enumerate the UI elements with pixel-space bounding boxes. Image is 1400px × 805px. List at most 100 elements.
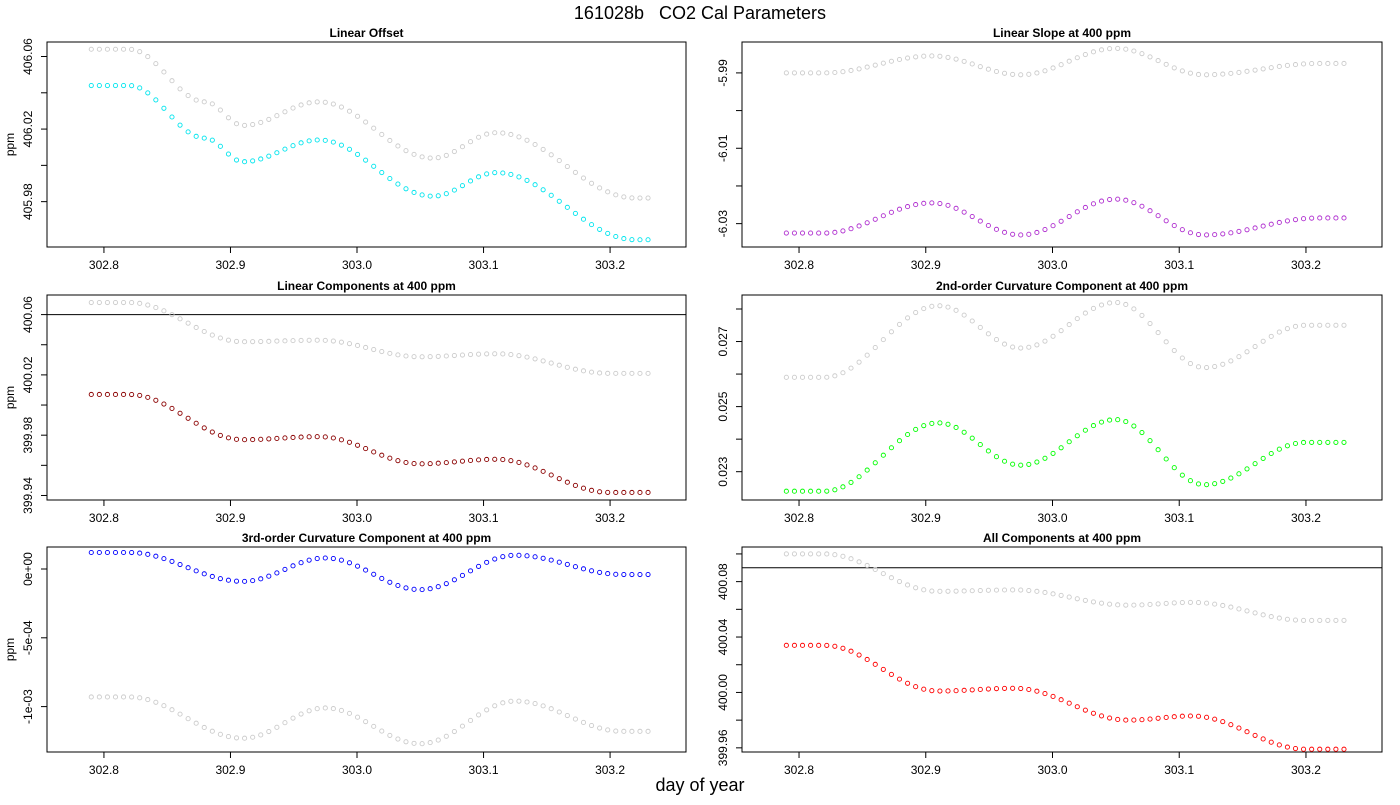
y-tick-label: 0.027 — [716, 326, 730, 356]
data-point — [201, 328, 207, 335]
data-point — [613, 370, 619, 376]
data-point — [395, 458, 401, 464]
y-tick-label: 399.96 — [716, 729, 730, 766]
data-point — [209, 137, 215, 143]
data-point — [1139, 51, 1145, 57]
data-point — [419, 154, 425, 160]
data-point — [637, 489, 643, 496]
data-point — [1026, 461, 1032, 467]
data-point — [121, 82, 127, 89]
data-point — [613, 489, 619, 496]
data-point — [929, 200, 935, 206]
x-tick-label: 303.2 — [1291, 763, 1321, 777]
data-point — [104, 549, 110, 556]
data-point — [1284, 616, 1290, 622]
data-point — [387, 137, 393, 144]
data-point — [985, 331, 991, 337]
data-point — [1066, 594, 1072, 600]
data-point — [840, 228, 846, 234]
plot-frame — [741, 41, 1383, 248]
data-point — [572, 366, 578, 372]
data-point — [597, 569, 603, 575]
data-point — [872, 345, 878, 351]
data-point — [403, 186, 409, 192]
data-point — [1195, 713, 1202, 719]
y-tick-label: -5.99 — [716, 59, 730, 87]
data-point — [104, 46, 110, 52]
data-point — [832, 373, 838, 379]
data-point — [572, 482, 578, 488]
data-point — [816, 642, 822, 648]
data-point — [1074, 55, 1080, 61]
y-tick-label: 0e+00 — [21, 552, 35, 586]
data-point — [282, 720, 288, 726]
data-point — [1058, 62, 1064, 68]
x-tick-label: 303.1 — [469, 258, 499, 272]
y-tick-label: 400.04 — [716, 618, 730, 655]
data-point — [330, 706, 336, 712]
data-point — [1325, 439, 1331, 445]
data-point — [929, 588, 935, 594]
data-point — [1139, 717, 1145, 723]
data-point — [1212, 363, 1218, 370]
data-point — [193, 97, 199, 103]
data-point — [330, 101, 336, 107]
data-point — [985, 587, 991, 593]
data-point — [540, 555, 546, 561]
data-point — [274, 435, 280, 442]
series-2 — [783, 642, 1347, 752]
data-point — [605, 571, 611, 577]
data-point — [1010, 587, 1016, 593]
data-point — [783, 70, 789, 76]
data-point — [322, 137, 328, 143]
data-point — [1058, 328, 1064, 334]
data-point — [266, 436, 272, 442]
data-point — [824, 70, 830, 76]
data-point — [1050, 591, 1056, 597]
data-point — [1301, 61, 1307, 67]
data-point — [217, 576, 223, 582]
panel-6: All Components at 400 ppm 302.8 302.9 303.0… — [716, 531, 1383, 777]
data-point — [282, 146, 288, 152]
data-point — [1325, 322, 1331, 328]
data-point — [266, 573, 272, 579]
data-point — [467, 178, 474, 184]
data-point — [233, 578, 240, 584]
data-point — [1187, 230, 1193, 236]
data-point — [816, 551, 822, 557]
data-point — [145, 551, 151, 557]
data-point — [145, 394, 151, 400]
data-point — [905, 582, 911, 588]
data-point — [929, 53, 935, 59]
data-point — [193, 420, 199, 426]
data-point — [395, 736, 401, 742]
data-point — [556, 476, 562, 482]
data-point — [985, 686, 991, 692]
data-point — [330, 139, 336, 145]
data-point — [985, 222, 991, 229]
data-point — [274, 338, 280, 344]
data-point — [169, 312, 175, 318]
data-point — [524, 137, 530, 143]
data-point — [379, 452, 385, 458]
data-point — [411, 354, 417, 360]
data-point — [1163, 456, 1169, 462]
data-point — [492, 556, 498, 562]
data-point — [791, 70, 797, 76]
data-point — [1228, 722, 1234, 728]
data-point — [508, 552, 514, 558]
data-point — [1026, 686, 1032, 693]
data-point — [1284, 326, 1290, 332]
data-point — [427, 155, 433, 161]
data-point — [395, 582, 401, 589]
data-point — [524, 354, 530, 360]
data-point — [169, 78, 175, 84]
data-point — [427, 193, 433, 199]
data-point — [856, 359, 862, 365]
data-point — [371, 125, 377, 131]
data-point — [129, 391, 135, 398]
data-point — [1115, 45, 1121, 51]
data-point — [467, 457, 474, 464]
data-point — [1252, 67, 1258, 73]
